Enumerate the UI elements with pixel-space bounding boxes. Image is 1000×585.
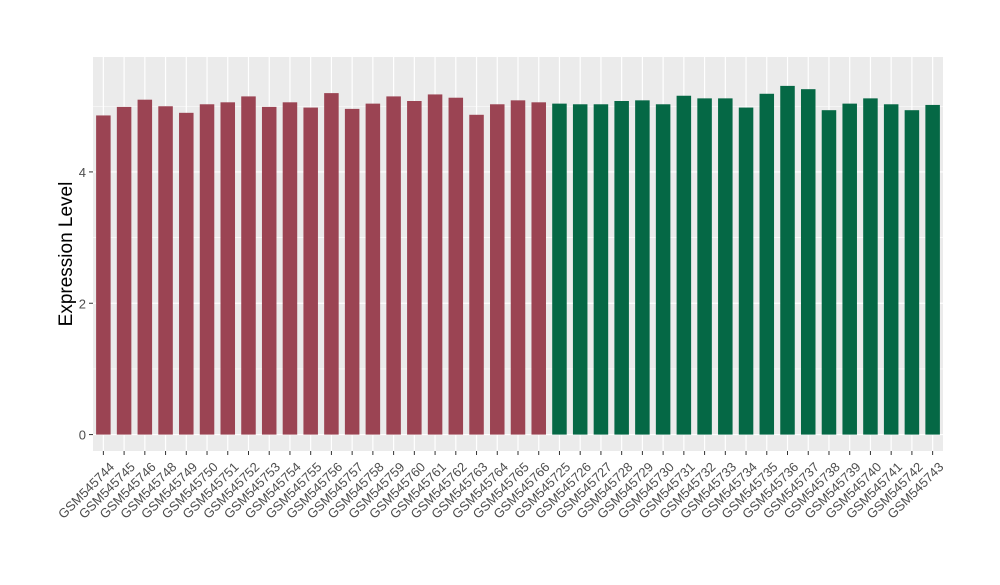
- bar-GSM545762: [448, 97, 464, 435]
- bar-GSM545730: [655, 104, 671, 435]
- bar-GSM545765: [510, 100, 526, 435]
- bar-GSM545753: [261, 106, 277, 435]
- bar-GSM545731: [676, 95, 692, 435]
- bar-GSM545733: [718, 98, 733, 435]
- x-axis: GSM545744GSM545745GSM545746GSM545748GSM5…: [55, 451, 947, 522]
- bars: [96, 85, 940, 435]
- bar-GSM545750: [199, 104, 215, 435]
- bar-GSM545741: [883, 104, 899, 435]
- bar-GSM545740: [863, 98, 878, 435]
- bar-GSM545757: [344, 108, 360, 435]
- bar-GSM545736: [780, 85, 795, 435]
- bar-GSM545752: [241, 96, 256, 435]
- y-axis: 0 2 4: [79, 165, 93, 443]
- bar-GSM545738: [821, 110, 837, 435]
- bar-GSM545751: [220, 102, 236, 435]
- bar-GSM545748: [158, 106, 173, 435]
- bar-GSM545727: [593, 104, 609, 435]
- bar-GSM545763: [469, 114, 484, 435]
- bar-GSM545759: [386, 96, 401, 435]
- bar-GSM545758: [365, 103, 381, 435]
- bar-GSM545754: [282, 102, 298, 435]
- bar-GSM545742: [904, 110, 920, 435]
- bar-GSM545760: [407, 100, 422, 435]
- y-tick-label: 4: [79, 165, 86, 180]
- bar-GSM545749: [179, 112, 194, 435]
- bar-GSM545745: [116, 106, 132, 435]
- bar-GSM545728: [614, 100, 629, 435]
- bar-GSM545744: [96, 115, 111, 435]
- bar-GSM545739: [842, 103, 857, 435]
- bar-GSM545737: [800, 89, 816, 435]
- bar-GSM545761: [427, 94, 443, 435]
- bar-GSM545746: [137, 99, 153, 435]
- bar-GSM545764: [490, 104, 505, 435]
- bar-GSM545726: [572, 104, 588, 435]
- bar-GSM545766: [531, 102, 546, 435]
- bar-GSM545743: [925, 104, 940, 435]
- bar-GSM545729: [635, 100, 650, 435]
- y-tick-label: 0: [79, 428, 86, 443]
- y-axis-label: Expression Level: [56, 182, 77, 327]
- bar-GSM545755: [303, 107, 318, 435]
- bar-GSM545732: [697, 98, 712, 435]
- bar-GSM545756: [324, 93, 339, 435]
- bar-GSM545735: [759, 93, 775, 435]
- y-tick-label: 2: [79, 296, 86, 311]
- bar-GSM545725: [552, 103, 567, 435]
- bar-GSM545734: [738, 107, 754, 435]
